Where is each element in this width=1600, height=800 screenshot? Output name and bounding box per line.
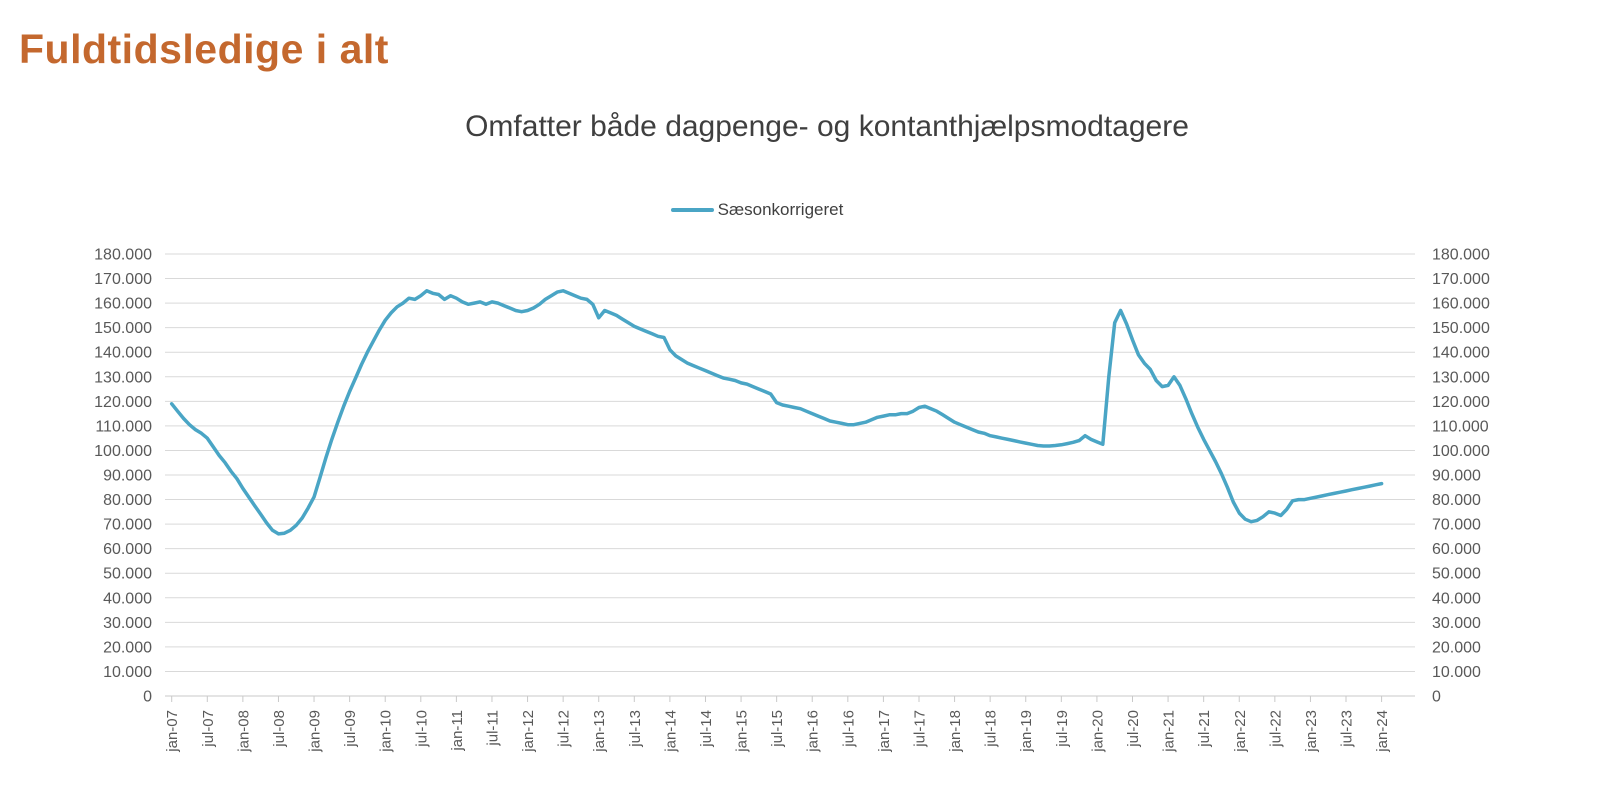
x-axis-label: jul-15 bbox=[769, 710, 786, 748]
x-axis-label: jul-12 bbox=[556, 710, 573, 748]
y-axis-label-left: 100.000 bbox=[94, 443, 152, 460]
y-axis-label-right: 110.000 bbox=[1432, 418, 1489, 435]
x-axis-label: jul-22 bbox=[1267, 710, 1284, 748]
y-axis-label-left: 90.000 bbox=[103, 468, 152, 485]
y-axis-label-left: 170.000 bbox=[94, 271, 152, 288]
y-axis-label-right: 100.000 bbox=[1432, 443, 1490, 460]
y-axis-label-right: 130.000 bbox=[1432, 369, 1490, 386]
x-axis-label: jan-16 bbox=[805, 710, 822, 753]
y-axis-label-right: 160.000 bbox=[1432, 296, 1490, 313]
y-axis-label-left: 180.000 bbox=[94, 247, 152, 264]
x-axis-label: jul-20 bbox=[1125, 710, 1142, 748]
y-axis-label-left: 80.000 bbox=[103, 492, 152, 509]
y-axis-label-right: 180.000 bbox=[1432, 247, 1490, 264]
x-axis-label: jul-21 bbox=[1196, 710, 1213, 748]
y-axis-label-right: 50.000 bbox=[1432, 566, 1481, 583]
legend-label: Sæsonkorrigeret bbox=[717, 200, 844, 219]
x-axis-label: jan-10 bbox=[378, 710, 395, 753]
x-axis-label: jan-21 bbox=[1161, 710, 1178, 753]
y-axis-label-left: 50.000 bbox=[103, 566, 152, 583]
x-axis-label: jul-13 bbox=[627, 710, 644, 748]
y-axis-label-right: 70.000 bbox=[1432, 517, 1481, 534]
y-axis-label-left: 40.000 bbox=[103, 590, 152, 607]
y-axis-label-right: 90.000 bbox=[1432, 468, 1481, 485]
x-axis-label: jan-12 bbox=[520, 710, 537, 753]
x-axis-label: jan-07 bbox=[164, 710, 181, 753]
x-axis-label: jul-11 bbox=[484, 710, 501, 747]
y-axis-label-right: 80.000 bbox=[1432, 492, 1481, 509]
legend-line-marker bbox=[670, 208, 714, 212]
x-axis-label: jul-08 bbox=[271, 710, 288, 748]
x-axis-label: jan-23 bbox=[1303, 710, 1320, 753]
x-axis-label: jul-23 bbox=[1339, 710, 1356, 748]
y-axis-label-right: 20.000 bbox=[1432, 639, 1481, 656]
x-axis-label: jul-19 bbox=[1054, 710, 1071, 748]
chart-title: Omfatter både dagpenge- og kontanthjælps… bbox=[465, 110, 1189, 143]
y-axis-label-left: 160.000 bbox=[94, 296, 152, 313]
y-axis-label-left: 70.000 bbox=[103, 517, 152, 534]
x-axis-ticks bbox=[171, 696, 1383, 702]
y-axis-label-left: 10.000 bbox=[103, 664, 152, 681]
series-line-saesonkorrigeret bbox=[169, 289, 1384, 536]
y-axis-labels: 180.000 180.000 170.000 170.000 160.000 160.0… bbox=[94, 247, 1490, 706]
y-axis-label-right: 150.000 bbox=[1432, 320, 1490, 337]
y-axis-label-right: 60.000 bbox=[1432, 541, 1481, 558]
x-axis-label: jul-09 bbox=[342, 710, 359, 748]
chart-legend: Sæsonkorrigeret bbox=[0, 199, 1514, 221]
y-axis-label-left: 20.000 bbox=[103, 639, 152, 656]
y-axis-label-left: 60.000 bbox=[103, 541, 152, 558]
x-axis-label: jul-17 bbox=[911, 710, 928, 748]
y-axis-label-left: 0 bbox=[143, 689, 152, 706]
x-axis-label: jan-24 bbox=[1374, 710, 1391, 753]
y-axis-label-left: 110.000 bbox=[95, 418, 152, 435]
x-axis-label: jul-07 bbox=[200, 710, 217, 748]
y-axis-label-right: 40.000 bbox=[1432, 590, 1481, 607]
x-axis-label: jan-22 bbox=[1232, 710, 1249, 753]
y-axis-label-right: 120.000 bbox=[1432, 394, 1490, 411]
x-axis-label: jan-11 bbox=[449, 710, 466, 752]
x-axis-label: jan-18 bbox=[947, 710, 964, 753]
x-axis-label: jul-10 bbox=[413, 710, 430, 748]
y-axis-label-right: 30.000 bbox=[1432, 615, 1481, 632]
x-axis-label: jan-13 bbox=[591, 710, 608, 753]
y-axis-label-left: 120.000 bbox=[94, 394, 152, 411]
x-axis-label: jan-09 bbox=[307, 710, 324, 753]
x-axis-label: jul-18 bbox=[983, 710, 1000, 748]
chart-title-row: Omfatter både dagpenge- og kontanthjælps… bbox=[54, 110, 1600, 144]
x-axis-label: jan-19 bbox=[1018, 710, 1035, 753]
x-axis-label: jan-08 bbox=[235, 710, 252, 753]
y-axis-label-right: 170.000 bbox=[1432, 271, 1490, 288]
y-axis-label-left: 140.000 bbox=[94, 345, 152, 362]
y-axis-label-left: 130.000 bbox=[94, 369, 152, 386]
y-axis-label-right: 10.000 bbox=[1432, 664, 1481, 681]
x-axis-label: jul-16 bbox=[840, 710, 857, 748]
x-axis-label: jan-17 bbox=[876, 710, 893, 753]
x-axis-label: jan-14 bbox=[662, 710, 679, 753]
y-axis-label-right: 140.000 bbox=[1432, 345, 1490, 362]
x-axis-label: jul-14 bbox=[698, 710, 715, 748]
gridlines bbox=[165, 253, 1415, 697]
page-title: Fuldtidsledige i alt bbox=[19, 26, 389, 72]
x-axis-label: jan-15 bbox=[734, 710, 751, 753]
y-axis-label-right: 0 bbox=[1432, 689, 1441, 706]
y-axis-label-left: 30.000 bbox=[103, 615, 152, 632]
y-axis-label-left: 150.000 bbox=[94, 320, 152, 337]
x-axis-labels: jan-07 jul-07 jan-08 jul-08 jan-09 jul-09 jan-… bbox=[164, 710, 1391, 753]
x-axis-label: jan-20 bbox=[1089, 710, 1106, 753]
